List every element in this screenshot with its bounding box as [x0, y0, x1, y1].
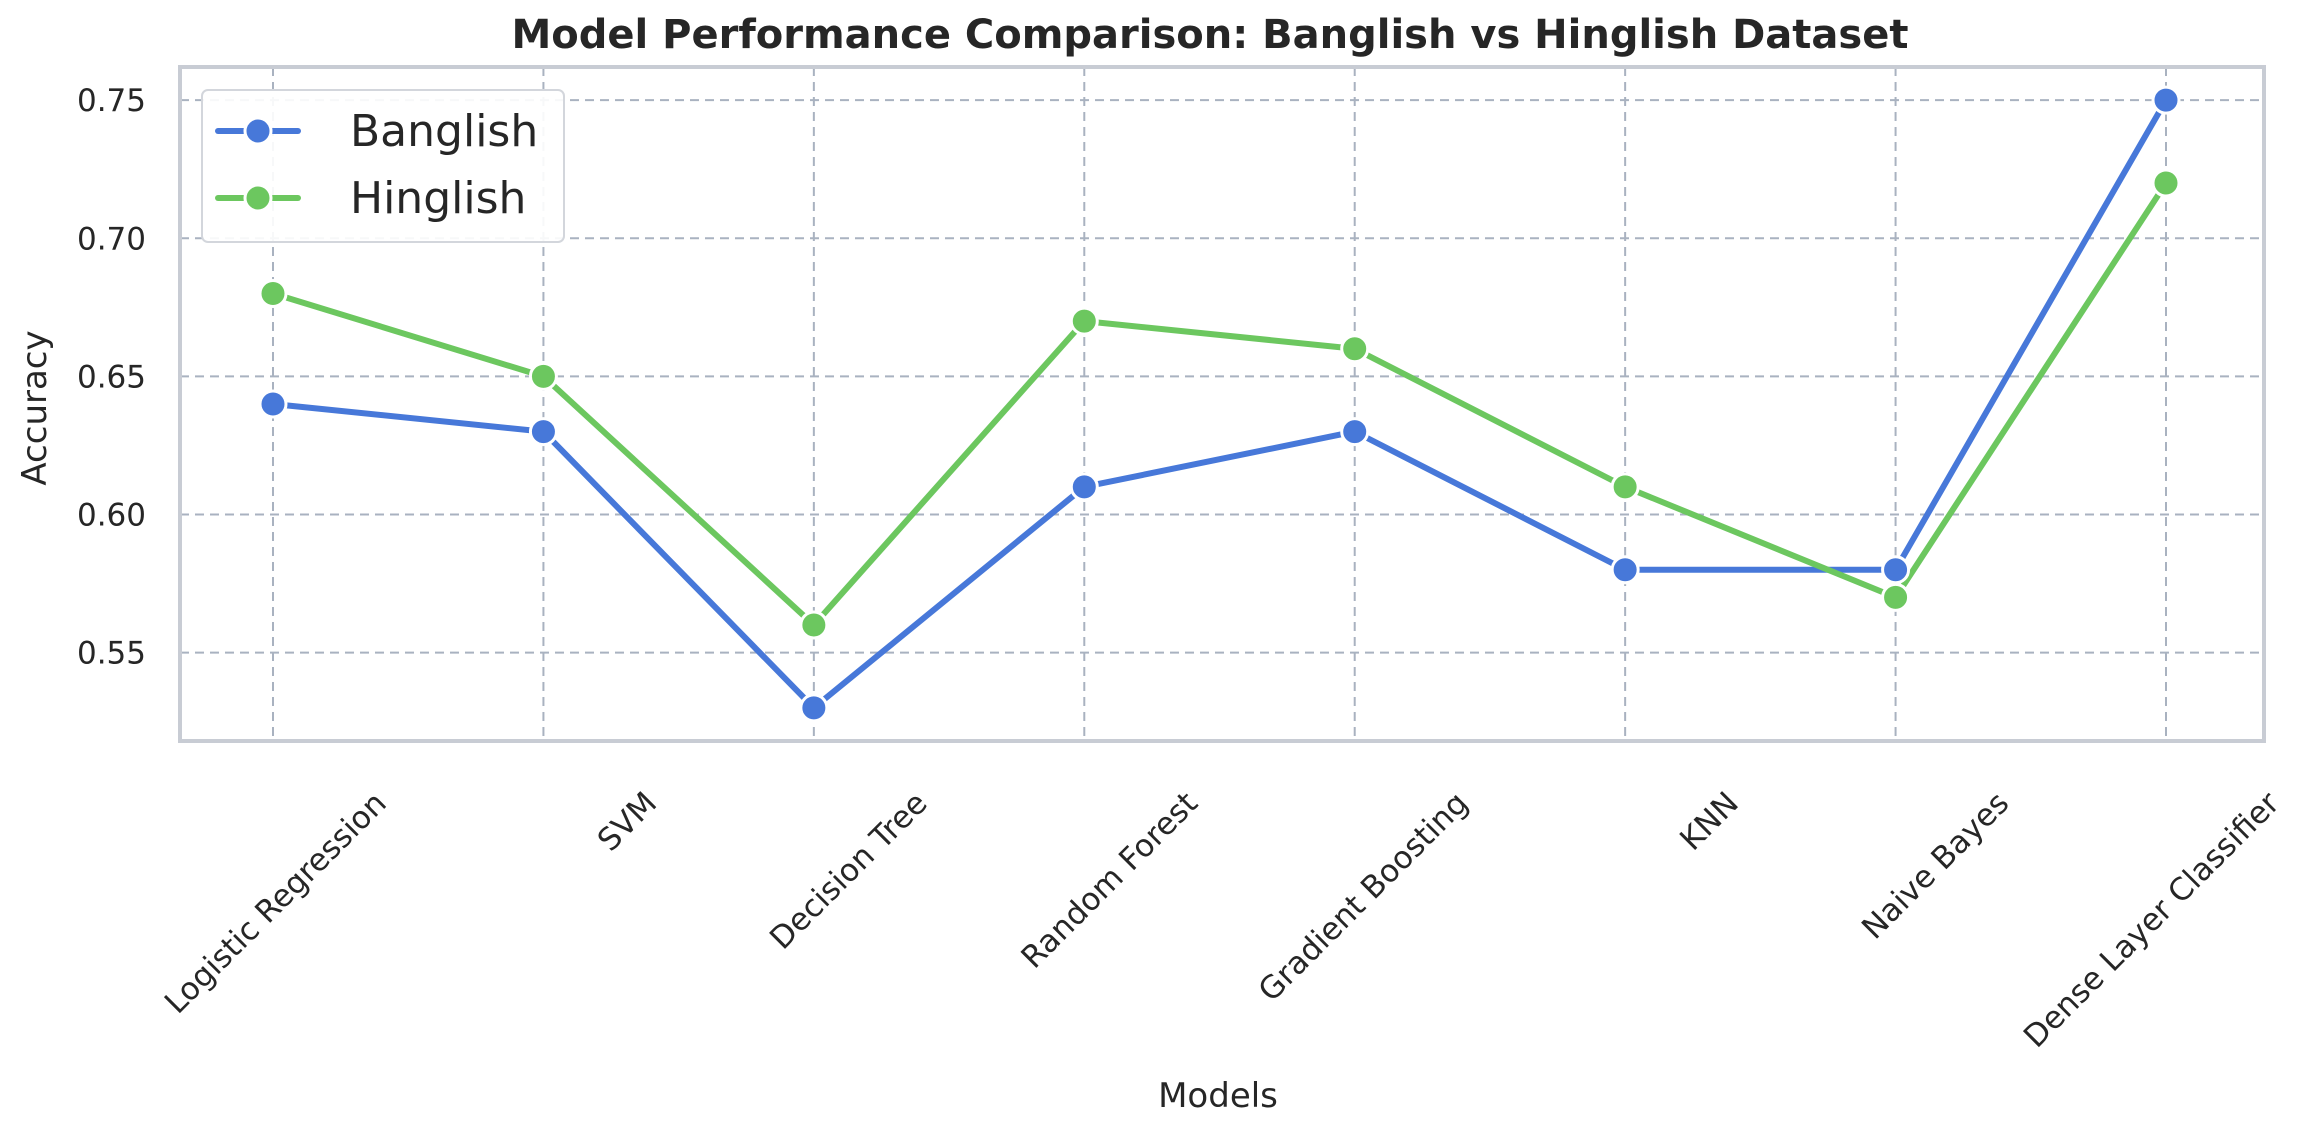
data-point-hinglish: [528, 361, 558, 391]
data-point-hinglish: [2151, 168, 2181, 198]
y-tick-label: 0.60: [77, 497, 146, 533]
y-axis-label: Accuracy: [15, 330, 55, 485]
chart-title: Model Performance Comparison: Banglish v…: [512, 12, 1909, 58]
data-point-hinglish: [1340, 334, 1370, 364]
y-tick-label: 0.75: [77, 83, 146, 119]
data-point-hinglish: [1610, 472, 1640, 502]
data-point-banglish: [1340, 417, 1370, 447]
x-axis-label: Models: [1158, 1076, 1278, 1116]
legend-label-banglish: Banglish: [350, 106, 538, 157]
data-point-banglish: [2151, 85, 2181, 115]
data-point-banglish: [799, 693, 829, 723]
data-point-banglish: [258, 389, 288, 419]
legend-marker-banglish: [243, 116, 273, 146]
series-line-hinglish: [270, 180, 2169, 628]
data-point-hinglish: [1881, 582, 1911, 612]
data-point-hinglish: [258, 279, 288, 309]
data-point-hinglish: [1069, 306, 1099, 336]
data-point-banglish: [1881, 555, 1911, 585]
data-point-banglish: [528, 417, 558, 447]
y-tick-label: 0.70: [77, 221, 146, 257]
y-tick-label: 0.55: [77, 636, 146, 672]
data-point-banglish: [1610, 555, 1640, 585]
legend-label-hinglish: Hinglish: [350, 173, 526, 224]
data-point-hinglish: [799, 610, 829, 640]
y-tick-label: 0.65: [77, 359, 146, 395]
data-point-banglish: [1069, 472, 1099, 502]
legend-marker-hinglish: [243, 183, 273, 213]
series-line-banglish: [270, 97, 2169, 711]
legend: Banglish Hinglish: [201, 89, 565, 243]
plot-frame: [178, 65, 2266, 743]
